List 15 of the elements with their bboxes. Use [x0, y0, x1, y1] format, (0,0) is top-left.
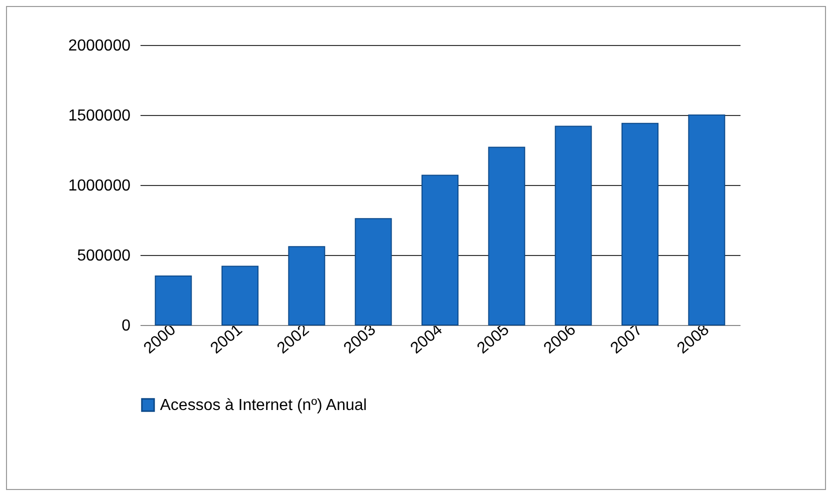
y-tick-label: 0 [122, 318, 131, 334]
bar [622, 122, 658, 326]
bar [154, 276, 192, 326]
bar [354, 218, 392, 326]
bar [688, 114, 726, 326]
bar [554, 126, 592, 326]
bar [488, 146, 526, 326]
legend-label: Acessos à Internet (nº) Anual [160, 397, 367, 414]
y-tick-label: 500000 [77, 248, 131, 264]
bar [222, 266, 258, 326]
y-tick-label: 2000000 [68, 38, 131, 54]
y-tick-label: 1000000 [68, 178, 131, 194]
bar [288, 246, 326, 326]
y-tick-label: 1500000 [68, 108, 131, 124]
bar [422, 174, 458, 326]
